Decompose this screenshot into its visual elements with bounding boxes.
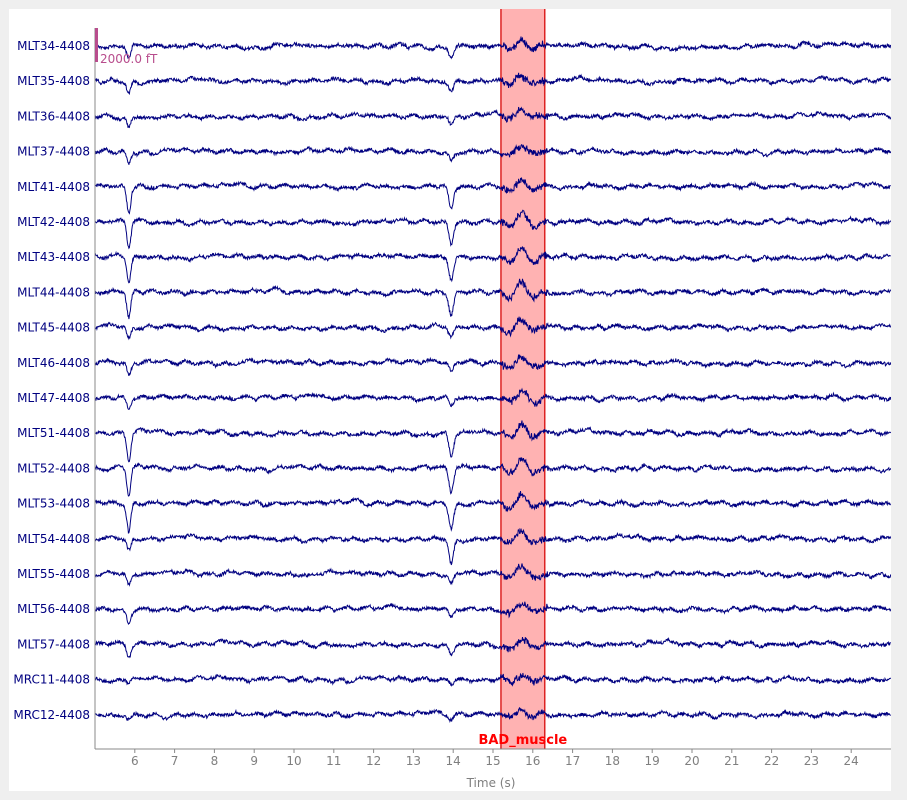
x-axis-label: Time (s) [466, 776, 516, 790]
channel-label[interactable]: MLT52-4408 [17, 461, 90, 475]
channel-label[interactable]: MLT34-4408 [17, 39, 90, 53]
channel-trace[interactable] [94, 707, 891, 724]
channel-label[interactable]: MLT45-4408 [17, 321, 90, 335]
channel-trace[interactable] [95, 490, 891, 534]
channel-label[interactable]: MLT42-4408 [17, 215, 90, 229]
annotation-layer: BAD_muscle [478, 9, 567, 749]
channel-label[interactable]: MLT43-4408 [17, 250, 90, 264]
channel-trace[interactable] [94, 106, 891, 129]
channel-label[interactable]: MLT46-4408 [17, 356, 90, 370]
channel-trace[interactable] [94, 420, 891, 463]
channel-trace[interactable] [94, 457, 891, 497]
x-tick-label: 10 [286, 754, 301, 768]
x-tick-label: 18 [605, 754, 620, 768]
x-tick-label: 6 [131, 754, 139, 768]
channel-trace[interactable] [94, 636, 891, 659]
channel-label[interactable]: MRC12-4408 [13, 708, 90, 722]
annotation-span[interactable] [500, 9, 545, 749]
channel-label[interactable]: MLT41-4408 [17, 180, 90, 194]
channel-label[interactable]: MLT55-4408 [17, 567, 90, 581]
x-tick-label: 23 [804, 754, 819, 768]
channel-trace[interactable] [94, 387, 891, 410]
scale-bar [95, 28, 98, 62]
channel-trace[interactable] [94, 278, 891, 320]
channel-label[interactable]: MLT53-4408 [17, 497, 90, 511]
x-tick-label: 24 [844, 754, 859, 768]
annotation-label: BAD_muscle [478, 733, 567, 748]
channel-trace[interactable] [94, 601, 891, 626]
channel-label[interactable]: MLT51-4408 [17, 426, 90, 440]
x-tick-label: 13 [406, 754, 421, 768]
channel-trace[interactable] [94, 316, 891, 341]
x-tick-label: 19 [645, 754, 660, 768]
x-tick-label: 7 [171, 754, 179, 768]
x-tick-label: 14 [446, 754, 461, 768]
channel-trace[interactable] [94, 354, 891, 377]
channel-label[interactable]: MLT47-4408 [17, 391, 90, 405]
channel-trace[interactable] [94, 177, 891, 215]
channel-trace[interactable] [94, 563, 891, 587]
x-tick-label: 16 [525, 754, 540, 768]
channel-trace[interactable] [94, 36, 891, 60]
channel-labels: MLT34-4408 MLT35-4408 MLT36-4408 MLT37-4408… [13, 39, 90, 722]
x-tick-label: 17 [565, 754, 580, 768]
channel-label[interactable]: MLT36-4408 [17, 109, 90, 123]
channel-trace[interactable] [94, 144, 891, 165]
channel-trace[interactable] [94, 246, 891, 284]
x-tick-label: 8 [211, 754, 219, 768]
channel-label[interactable]: MLT56-4408 [17, 602, 90, 616]
channel-label[interactable]: MLT35-4408 [17, 74, 90, 88]
channel-trace[interactable] [94, 72, 891, 95]
channel-label[interactable]: MLT54-4408 [17, 532, 90, 546]
x-tick-label: 12 [366, 754, 381, 768]
channel-label[interactable]: MLT44-4408 [17, 285, 90, 299]
traces-layer [94, 36, 891, 724]
x-tick-label: 22 [764, 754, 779, 768]
x-ticks: 6 7 8 9 10 11 12 13 14 15 16 17 18 19 20 21 22 23 24 [131, 749, 859, 768]
channel-trace[interactable] [94, 672, 891, 687]
channel-label[interactable]: MLT37-4408 [17, 145, 90, 159]
x-tick-label: 9 [250, 754, 258, 768]
x-tick-label: 21 [724, 754, 739, 768]
scale-bar-label: 2000.0 fT [100, 52, 158, 66]
channel-trace[interactable] [94, 527, 891, 566]
channel-label[interactable]: MRC11-4408 [13, 673, 90, 687]
x-tick-label: 20 [684, 754, 699, 768]
x-tick-label: 15 [485, 754, 500, 768]
x-tick-label: 11 [326, 754, 341, 768]
meg-trace-plot: BAD_muscle MLT34-4408 MLT35-4408 MLT36-440… [13, 9, 891, 790]
channel-label[interactable]: MLT57-4408 [17, 637, 90, 651]
channel-trace[interactable] [94, 209, 891, 250]
figure: BAD_muscle MLT34-4408 MLT35-4408 MLT36-440… [9, 9, 891, 791]
